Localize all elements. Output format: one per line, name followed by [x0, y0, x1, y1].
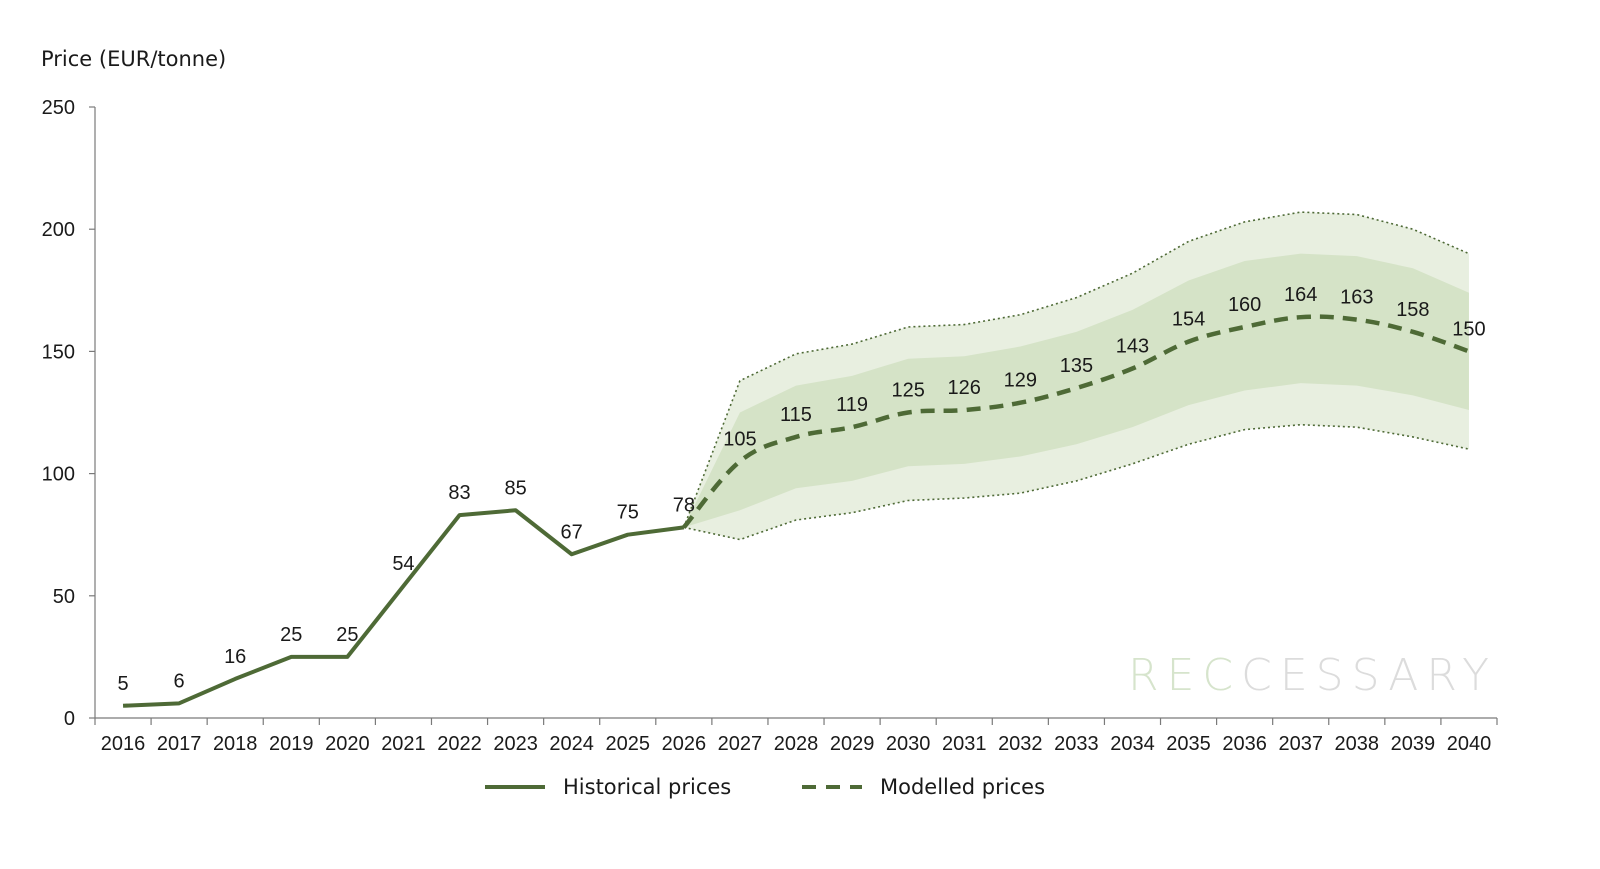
- x-tick-label: 2027: [718, 733, 763, 755]
- data-label: 25: [336, 624, 358, 646]
- x-tick-label: 2025: [606, 733, 651, 755]
- legend: Historical prices Modelled prices: [0, 775, 1600, 805]
- x-tick-label: 2032: [998, 733, 1043, 755]
- x-tick-label: 2038: [1335, 733, 1380, 755]
- data-label: 135: [1060, 355, 1093, 377]
- legend-dashed-line-icon: [802, 785, 862, 789]
- x-tick-label: 2028: [774, 733, 819, 755]
- x-tick-label: 2026: [662, 733, 707, 755]
- data-label: 164: [1284, 284, 1317, 306]
- data-label: 6: [174, 670, 185, 692]
- data-label: 67: [561, 521, 583, 543]
- x-tick-label: 2019: [269, 733, 314, 755]
- y-tick-label: 50: [53, 586, 75, 608]
- legend-item-historical: Historical prices: [485, 775, 731, 799]
- x-tick-label: 2029: [830, 733, 875, 755]
- data-label: 16: [224, 646, 246, 668]
- x-tick-label: 2020: [325, 733, 370, 755]
- data-label: 158: [1396, 299, 1429, 321]
- y-tick-label: 0: [64, 708, 75, 730]
- x-tick-label: 2021: [381, 733, 426, 755]
- legend-item-modelled: Modelled prices: [802, 775, 1045, 799]
- x-tick-label: 2030: [886, 733, 931, 755]
- x-tick-label: 2031: [942, 733, 987, 755]
- x-tick-label: 2039: [1391, 733, 1436, 755]
- data-label: 115: [780, 404, 812, 426]
- legend-label-modelled: Modelled prices: [880, 775, 1046, 799]
- data-label: 85: [504, 477, 526, 499]
- x-tick-label: 2016: [101, 733, 146, 755]
- data-label: 83: [448, 482, 470, 504]
- data-label: 25: [280, 624, 302, 646]
- data-label: 129: [1004, 370, 1037, 392]
- y-tick-label: 100: [42, 464, 75, 486]
- x-tick-label: 2022: [437, 733, 482, 755]
- data-label: 154: [1172, 309, 1205, 331]
- inner-band: [683, 253, 1469, 528]
- data-label: 105: [723, 428, 756, 450]
- confidence-bands: [683, 211, 1470, 541]
- data-label: 125: [891, 380, 924, 402]
- data-label: 143: [1116, 336, 1149, 358]
- historical-prices-line: [122, 508, 685, 708]
- axes: 0 50 100 150 200 250 2016 2017 2018 2019 2020 2021 2…: [42, 97, 1498, 755]
- brand-watermark: RECCESSARY: [1128, 650, 1497, 701]
- legend-label-historical: Historical prices: [563, 775, 732, 799]
- data-label: 5: [117, 673, 128, 695]
- data-label: 150: [1452, 318, 1485, 340]
- x-tick-label: 2024: [549, 733, 594, 755]
- series-lines: [122, 314, 1470, 708]
- outer-band-lower-edge: [683, 423, 1470, 541]
- x-tick-label: 2036: [1222, 733, 1267, 755]
- y-tick-label: 200: [42, 219, 75, 241]
- data-label: 163: [1340, 287, 1373, 309]
- data-labels: 5 6 16 25 25 54 83 85 67 75 78 105 115 119 125 126 129 13…: [117, 284, 1485, 695]
- y-axis-title: Price (EUR/tonne): [41, 47, 227, 71]
- data-label: 54: [392, 553, 414, 575]
- x-tick-label: 2040: [1447, 733, 1492, 755]
- data-label: 78: [673, 494, 695, 516]
- x-tick-label: 2034: [1110, 733, 1155, 755]
- y-tick-label: 150: [42, 341, 75, 363]
- x-tick-label: 2017: [157, 733, 202, 755]
- data-label: 160: [1228, 294, 1261, 316]
- x-tick-label: 2037: [1278, 733, 1323, 755]
- x-tick-label: 2033: [1054, 733, 1099, 755]
- x-tick-label: 2023: [493, 733, 538, 755]
- x-tick-label: 2018: [213, 733, 258, 755]
- watermark-part-2: CESSARY: [1241, 650, 1498, 701]
- outer-band-upper-edge: [683, 211, 1470, 528]
- y-tick-label: 250: [42, 97, 75, 119]
- x-tick-label: 2035: [1166, 733, 1211, 755]
- data-label: 126: [948, 377, 981, 399]
- legend-solid-line-icon: [485, 785, 545, 789]
- data-label: 75: [617, 502, 639, 524]
- watermark-part-1: REC: [1128, 650, 1242, 701]
- data-label: 119: [836, 394, 868, 416]
